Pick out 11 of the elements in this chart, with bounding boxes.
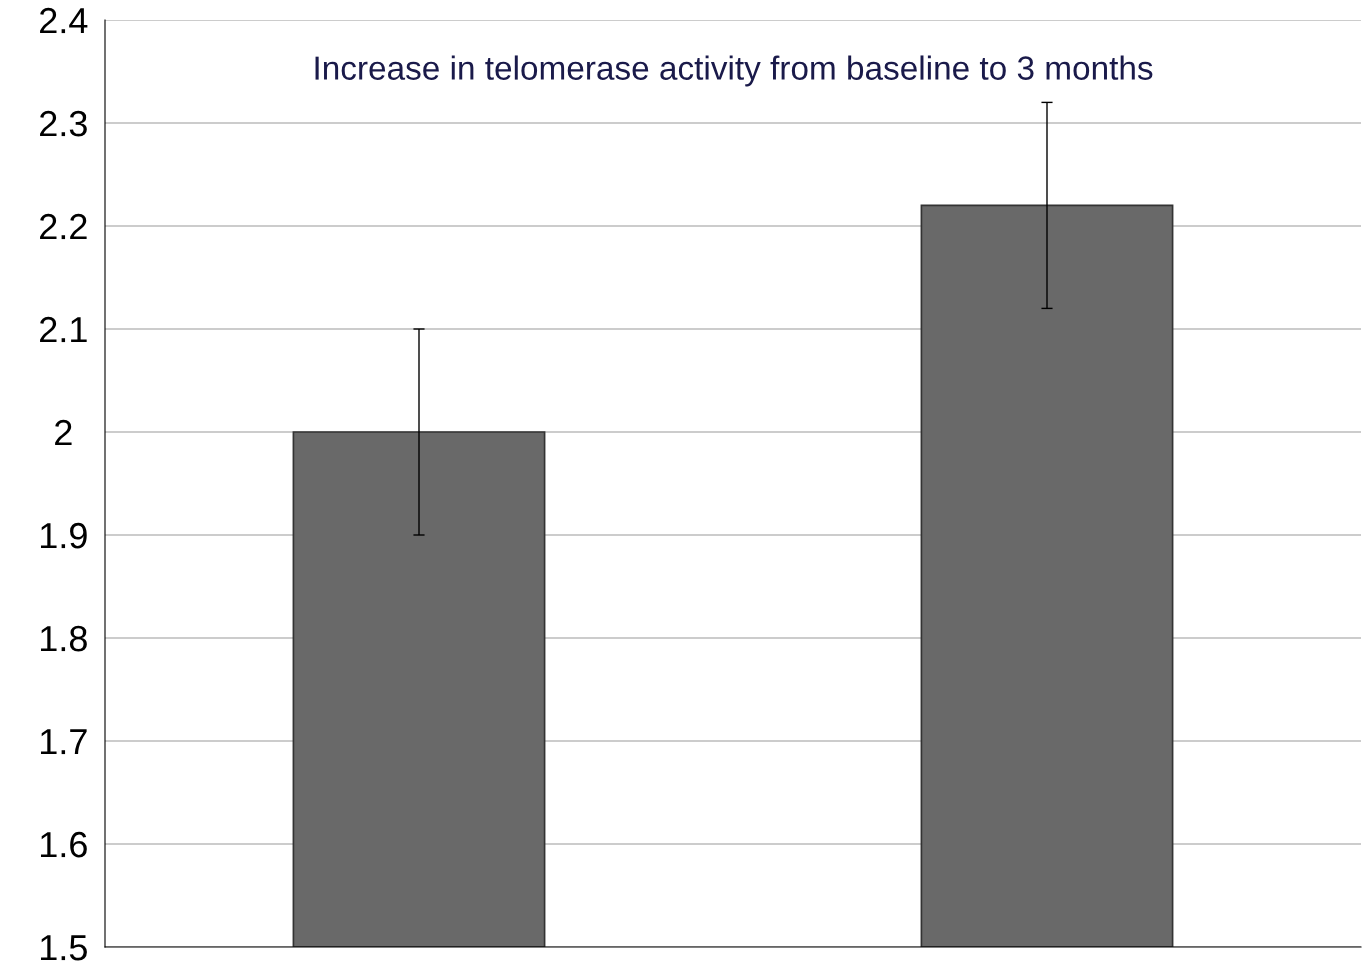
y-tick-label: 2.3 <box>40 110 87 137</box>
text: Increase in telomerase activity from baseline to 3 months <box>315 55 1153 87</box>
y-tick-label: 2 <box>55 419 72 446</box>
y-tick-label: 2.4 <box>40 7 88 34</box>
y-tick-label: 1.8 <box>40 625 87 652</box>
y-tick-label: 1.6 <box>40 831 87 858</box>
y-tick-label: 1.7 <box>40 729 87 755</box>
y-tick-label: 1.5 <box>40 935 87 961</box>
y-tick-label: 2.1 <box>40 316 87 343</box>
y-tick-label: 1.9 <box>40 522 87 549</box>
y-tick-label: 2.2 <box>40 213 87 240</box>
